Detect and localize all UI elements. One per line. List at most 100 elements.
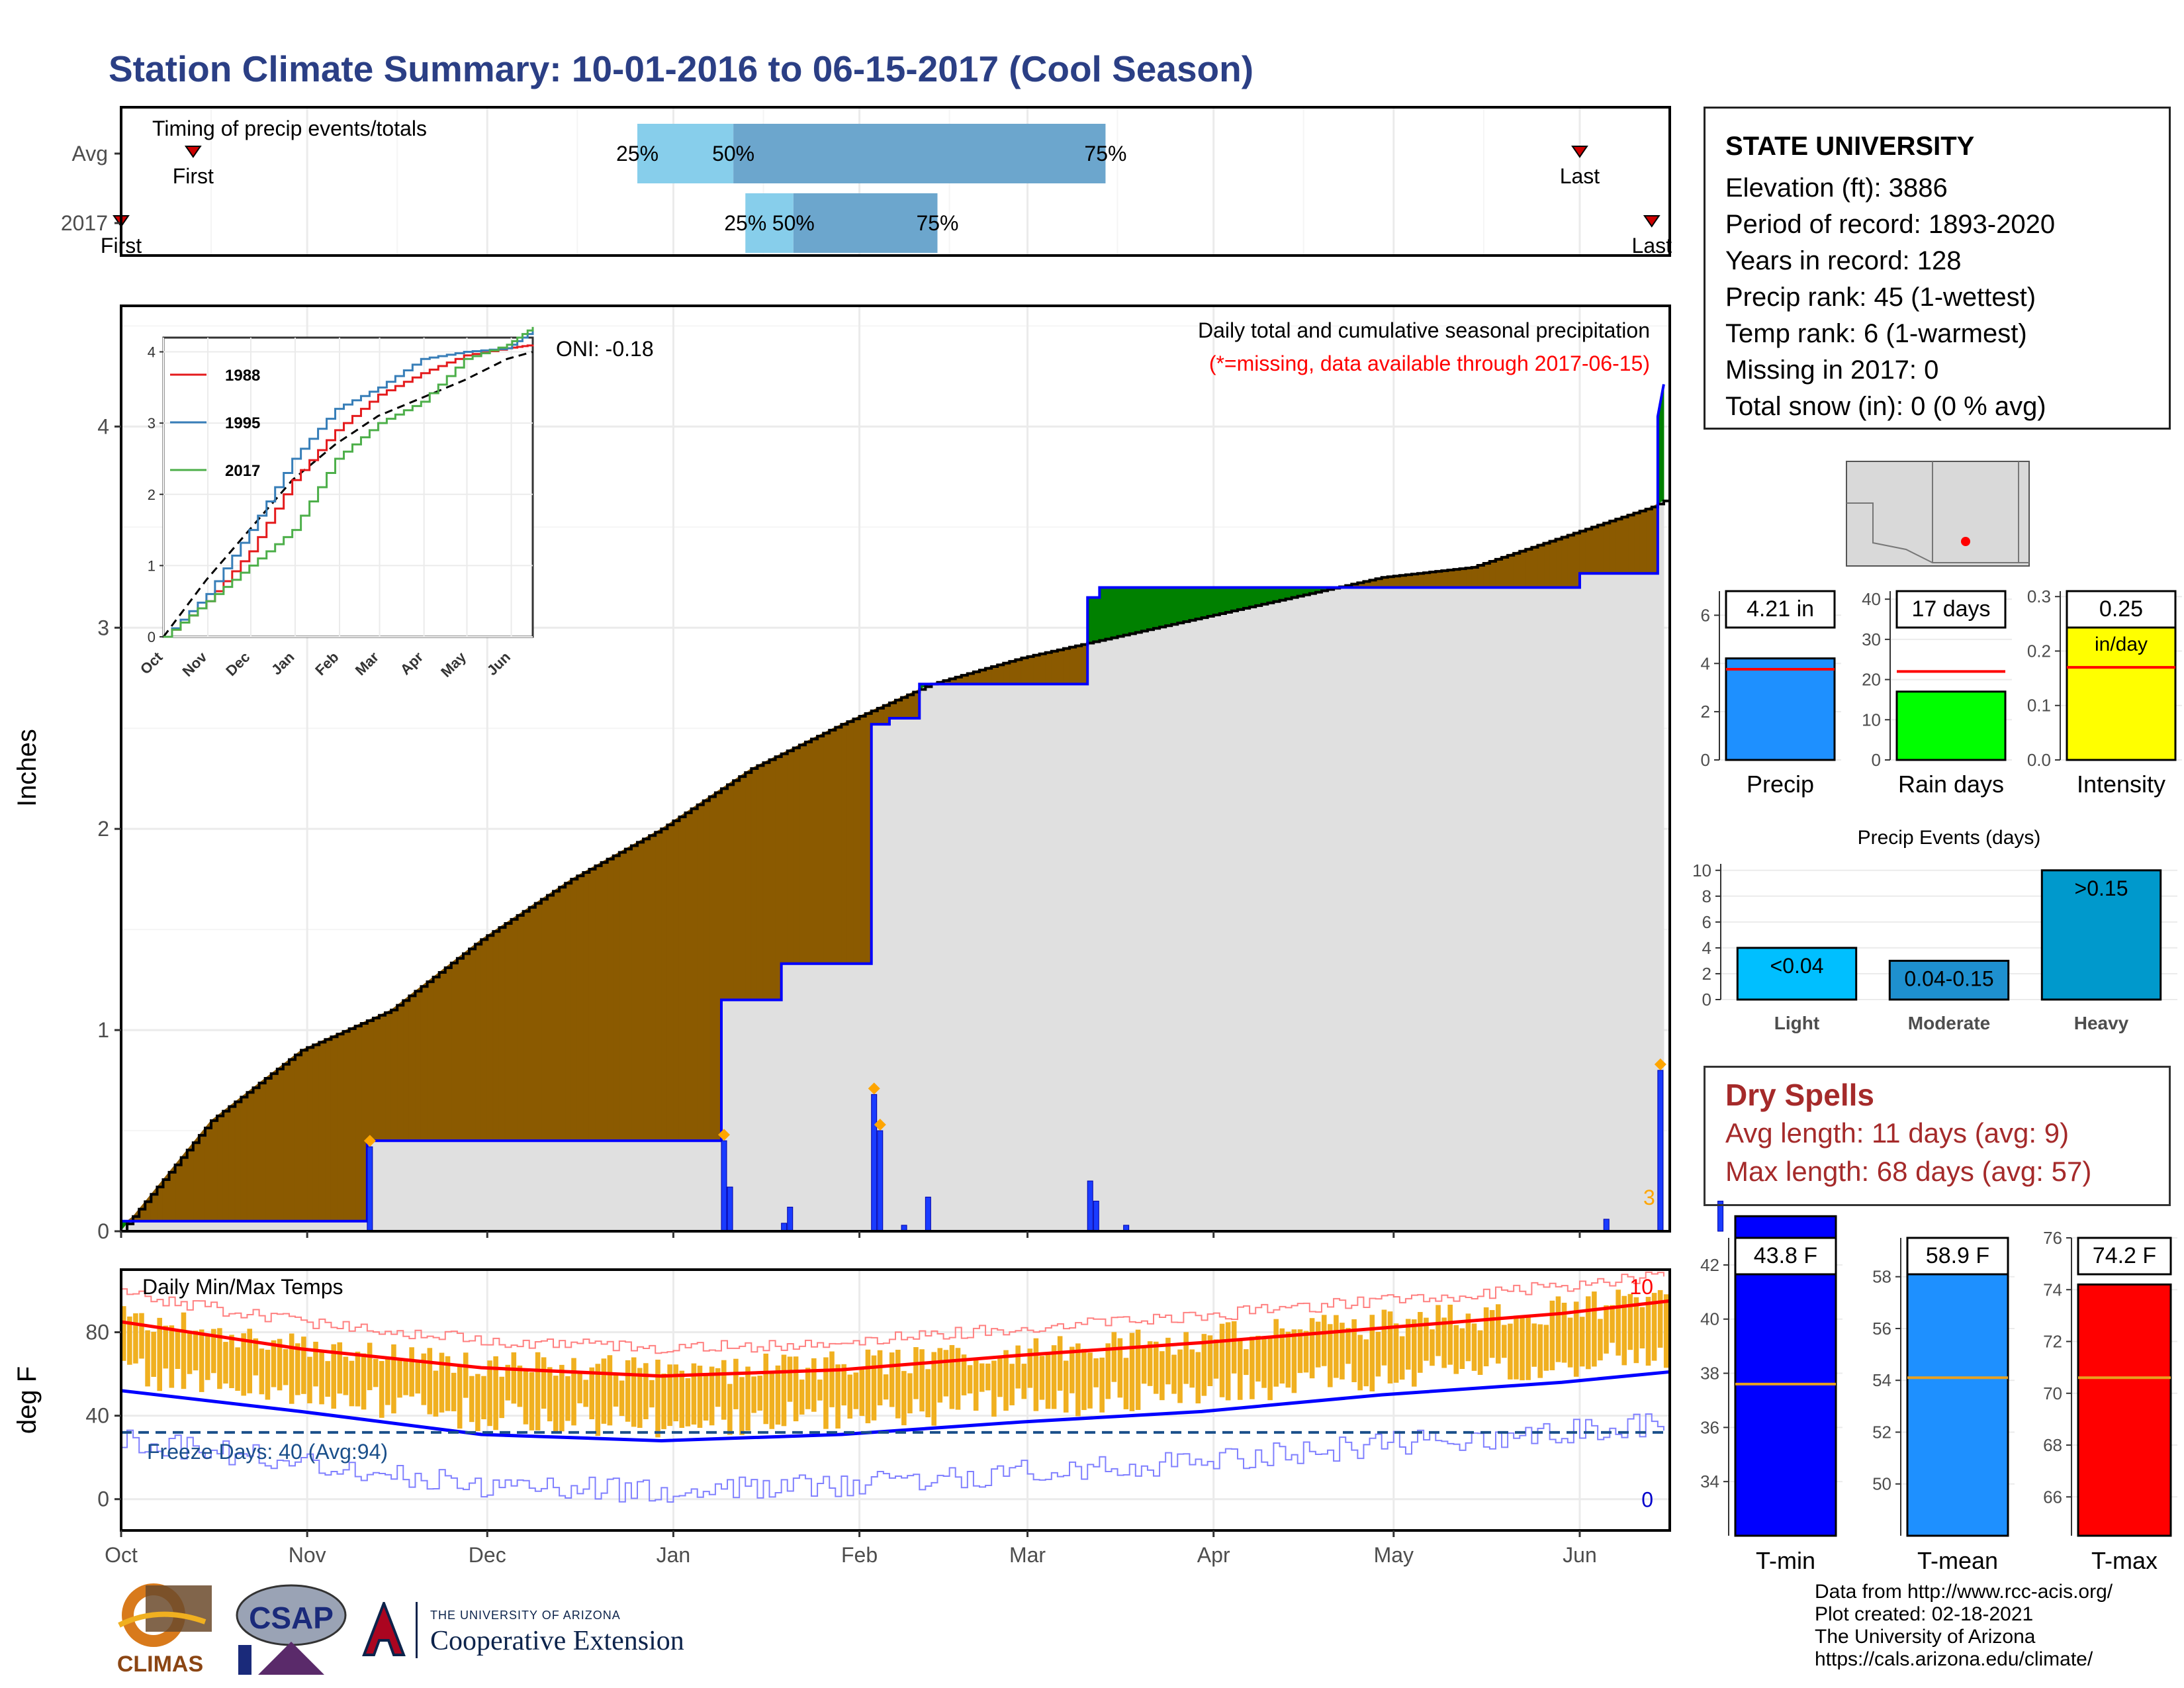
temp-daily-bar bbox=[463, 1352, 469, 1398]
temp-daily-bar bbox=[1135, 1329, 1141, 1410]
temp-daily-bar bbox=[895, 1350, 901, 1419]
precip-normal-fill bbox=[1039, 683, 1046, 1232]
precip-anomaly-fill bbox=[559, 882, 566, 1141]
precip-anomaly-fill bbox=[324, 1036, 332, 1222]
precip-normal-fill bbox=[1651, 573, 1659, 1232]
precip-anomaly-fill bbox=[1219, 586, 1226, 614]
temp-daily-bar bbox=[559, 1364, 565, 1432]
summary-category-label: T-max bbox=[2091, 1547, 2158, 1574]
precip-heavy-marker bbox=[874, 1119, 886, 1131]
temp-daily-bar bbox=[235, 1347, 240, 1391]
temp-daily-bar bbox=[289, 1333, 295, 1404]
precip-anomaly-fill bbox=[1453, 568, 1461, 588]
precip-normal-fill bbox=[1183, 620, 1190, 1232]
inset-y-tick-label: 3 bbox=[148, 415, 156, 432]
precip-anomaly-fill bbox=[1255, 586, 1262, 606]
precip-normal-fill bbox=[1069, 683, 1076, 1232]
temp-daily-bar bbox=[1255, 1335, 1261, 1382]
precip-anomaly-fill bbox=[1177, 586, 1184, 624]
precip-anomaly-fill bbox=[1549, 538, 1557, 588]
precip-normal-fill bbox=[295, 1221, 302, 1232]
precip-normal-fill bbox=[1093, 639, 1100, 1232]
temp-daily-bar bbox=[655, 1359, 660, 1438]
precip-normal-fill bbox=[751, 1000, 758, 1232]
station-info-line: Years in record: 128 bbox=[1725, 246, 1962, 275]
precip-normal-fill bbox=[660, 1140, 668, 1232]
precip-anomaly-fill bbox=[259, 1078, 266, 1222]
precip-normal-fill bbox=[414, 1140, 422, 1232]
precip-normal-fill bbox=[1213, 613, 1220, 1232]
precip-normal-fill bbox=[961, 683, 968, 1232]
precip-normal-fill bbox=[349, 1221, 356, 1232]
summary-y-tick-label: 0 bbox=[1872, 750, 1881, 770]
precip-normal-fill bbox=[408, 1140, 416, 1232]
temp-daily-bar bbox=[601, 1358, 607, 1424]
temp-daily-bar bbox=[835, 1364, 841, 1429]
summary-y-tick-label: 6 bbox=[1701, 605, 1710, 625]
precip-anomaly-fill bbox=[565, 878, 572, 1141]
precip-normal-fill bbox=[756, 1000, 764, 1232]
precip-anomaly-fill bbox=[1525, 547, 1532, 588]
precip-normal-fill bbox=[1003, 683, 1010, 1232]
temp-daily-bar bbox=[757, 1376, 762, 1411]
precip-normal-fill bbox=[1189, 618, 1196, 1232]
temp-daily-bar bbox=[205, 1335, 210, 1380]
summary-y-tick-label: 72 bbox=[2043, 1332, 2062, 1352]
temp-daily-bar bbox=[1237, 1340, 1243, 1400]
temp-x-tick-label: May bbox=[1374, 1543, 1414, 1567]
precip-anomaly-fill bbox=[846, 718, 854, 964]
summary-unit-text: in/day bbox=[2095, 633, 2148, 655]
precip-anomaly-fill bbox=[835, 724, 842, 964]
precip-normal-fill bbox=[1297, 594, 1304, 1232]
temp-daily-bar bbox=[511, 1352, 517, 1404]
precip-y-tick-label: 4 bbox=[97, 414, 109, 438]
temp-daily-bar bbox=[1027, 1348, 1033, 1388]
temp-daily-bar bbox=[133, 1313, 138, 1364]
precip-normal-fill bbox=[330, 1221, 338, 1232]
summary-y-tick-label: 10 bbox=[1862, 710, 1881, 729]
precip-normal-fill bbox=[793, 963, 800, 1232]
temp-daily-bar bbox=[445, 1356, 451, 1411]
temp-daily-bar bbox=[451, 1372, 457, 1411]
precip-normal-fill bbox=[835, 963, 842, 1232]
temp-normal-max-line bbox=[120, 1299, 1670, 1378]
temp-daily-bar bbox=[487, 1360, 492, 1427]
precip-anomaly-fill bbox=[817, 732, 824, 964]
temp-daily-bar bbox=[1105, 1343, 1111, 1399]
temp-daily-bar bbox=[709, 1366, 715, 1426]
precip-normal-fill bbox=[486, 1140, 494, 1232]
precip-anomaly-fill bbox=[691, 804, 698, 1141]
precip-anomaly-fill bbox=[1459, 567, 1467, 588]
precip-anomaly-fill bbox=[781, 750, 788, 964]
precip-normal-fill bbox=[1279, 598, 1287, 1232]
temp-daily-bar bbox=[685, 1378, 691, 1427]
station-info-box: STATE UNIVERSITY Elevation (ft): 3886 Pe… bbox=[1704, 107, 2171, 430]
precip-normal-fill bbox=[1339, 586, 1346, 1232]
precip-normal-fill bbox=[1465, 586, 1473, 1232]
precip-y-tick-label: 2 bbox=[97, 817, 109, 841]
temp-daily-bar bbox=[883, 1374, 889, 1400]
precip-anomaly-fill bbox=[1189, 586, 1196, 621]
temp-daily-bar bbox=[1117, 1338, 1123, 1398]
precip-normal-fill bbox=[901, 718, 908, 1232]
precip-anomaly-fill bbox=[1033, 653, 1040, 684]
precip-anomaly-fill bbox=[685, 808, 692, 1141]
temp-daily-bar bbox=[1309, 1318, 1315, 1379]
precip-normal-fill bbox=[1387, 586, 1394, 1232]
precip-anomaly-fill bbox=[1069, 645, 1076, 684]
precip-y-tick-label: 3 bbox=[97, 616, 109, 639]
temp-daily-bar bbox=[829, 1351, 835, 1407]
temp-daily-bar bbox=[1177, 1349, 1183, 1403]
precip-normal-fill bbox=[1225, 610, 1232, 1232]
temp-daily-bar bbox=[385, 1358, 390, 1405]
precip-anomaly-fill bbox=[1237, 586, 1244, 610]
temp-daily-bar bbox=[1435, 1305, 1441, 1356]
precip-anomaly-fill bbox=[222, 1105, 230, 1222]
summary-value-text: 58.9 F bbox=[1926, 1243, 1989, 1268]
precip-anomaly-fill bbox=[210, 1115, 218, 1222]
temp-daily-bar bbox=[1375, 1331, 1381, 1377]
precip-y-axis-label: Inches bbox=[13, 729, 42, 807]
temp-daily-bar bbox=[793, 1356, 799, 1422]
credits: Data from http://www.rcc-acis.org/ Plot … bbox=[1815, 1581, 2113, 1671]
precip-normal-fill bbox=[553, 1140, 560, 1232]
